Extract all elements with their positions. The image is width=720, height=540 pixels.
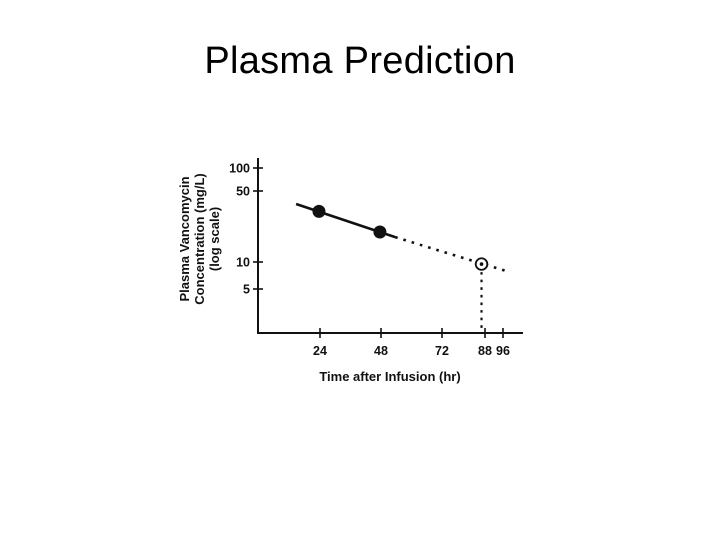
x-tick-label: 48 xyxy=(374,344,388,358)
x-axis-title: Time after Infusion (hr) xyxy=(319,369,460,384)
y-tick-label: 50 xyxy=(236,185,250,199)
chart-labels: Time after Infusion (hr) Plasma Vancomyci… xyxy=(177,173,461,384)
x-tick-label: 88 xyxy=(478,344,492,358)
x-tick-label: 24 xyxy=(313,344,327,358)
predicted-point-center xyxy=(479,262,484,266)
y-axis-title-line: (log scale) xyxy=(207,207,222,271)
extrapolated-line-dotted xyxy=(394,235,510,274)
y-axis-title-line: Plasma Vancomycin xyxy=(177,176,192,301)
slide-title: Plasma Prediction xyxy=(204,40,516,82)
chart-series xyxy=(295,202,510,333)
y-axis-title: Plasma Vancomycin Concentration (mg/L) (lo… xyxy=(177,173,222,304)
x-tick-label: 72 xyxy=(435,344,449,358)
x-tick-label: 96 xyxy=(496,344,510,358)
y-tick-label: 10 xyxy=(236,256,250,270)
y-tick-label: 5 xyxy=(243,283,250,297)
y-axis-title-line: Concentration (mg/L) xyxy=(192,173,207,304)
y-tick-label: 100 xyxy=(229,162,250,176)
measured-point xyxy=(373,225,387,239)
chart-axes xyxy=(257,158,523,334)
measured-point xyxy=(312,204,326,218)
chart-ticks: 100 50 10 5 24 48 72 88 96 xyxy=(229,162,510,359)
